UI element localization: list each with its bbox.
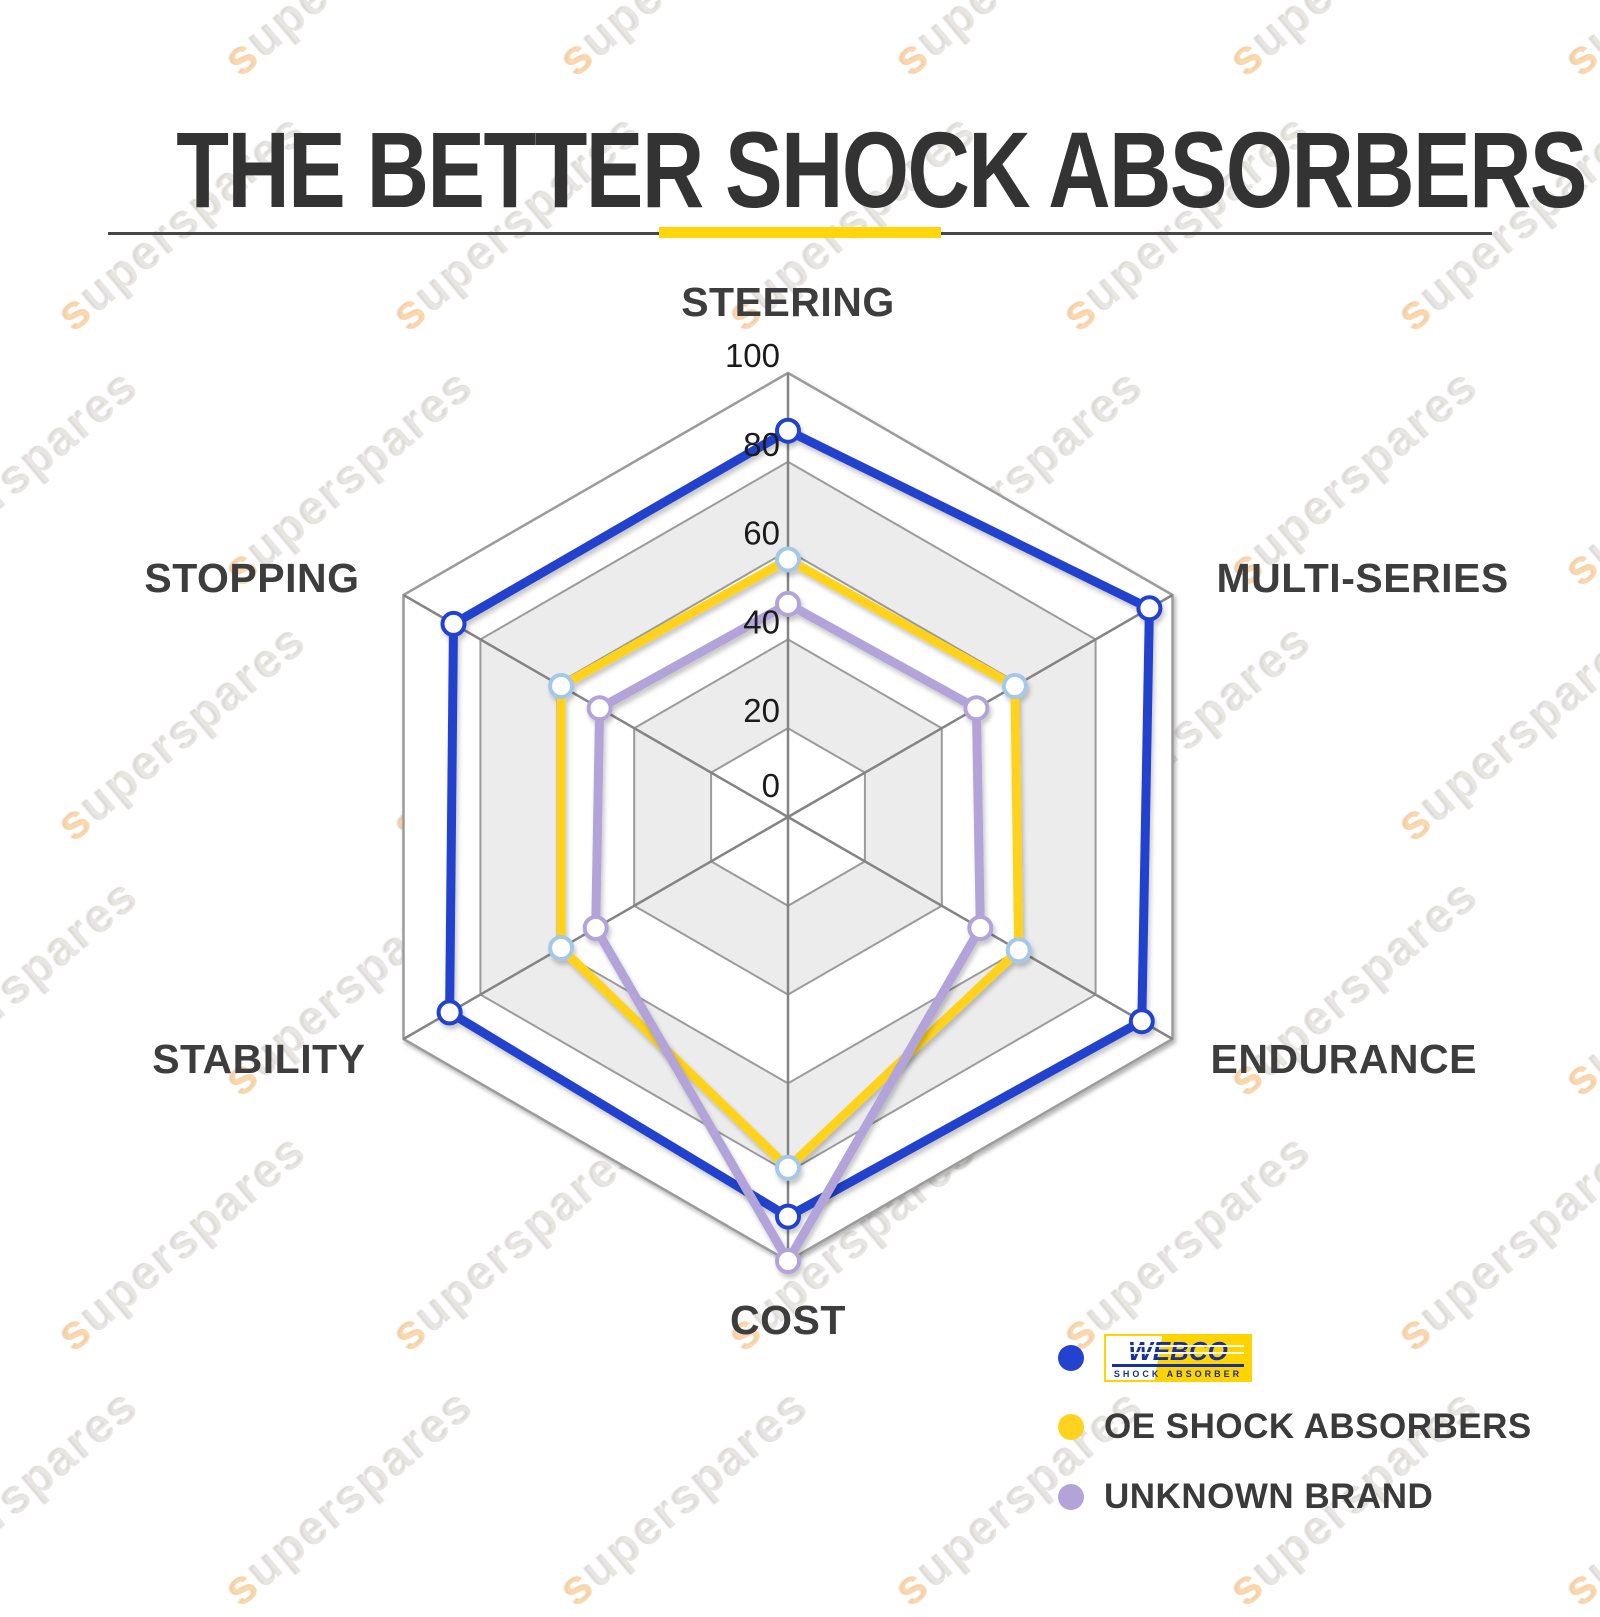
legend-item-webco: WEBCO SHOCK ABSORBER (1058, 1333, 1252, 1383)
axis-label-cost: COST (730, 1297, 846, 1343)
legend-dot-webco (1058, 1345, 1084, 1371)
legend-dot-unknown (1058, 1484, 1084, 1510)
series-unknown-brand-marker-endurance (967, 915, 994, 941)
legend-item-unknown: UNKNOWN BRAND (1058, 1472, 1433, 1522)
series-webco-marker-multi-series (1136, 595, 1163, 622)
axis-label-stopping: STOPPING (144, 555, 359, 601)
series-unknown-brand-marker-stability (582, 915, 609, 941)
tick-label-80: 80 (743, 426, 780, 463)
series-oe-shock-absorbers-marker-endurance (1005, 937, 1032, 964)
legend-dot-oe (1058, 1414, 1084, 1440)
series-oe-shock-absorbers-marker-multi-series (1001, 673, 1028, 699)
series-unknown-brand-marker-multi-series (963, 695, 990, 722)
series-oe-shock-absorbers (548, 546, 1032, 1181)
legend-label-unknown: UNKNOWN BRAND (1104, 1477, 1434, 1516)
series-oe-shock-absorbers-marker-stopping (548, 673, 575, 699)
tick-label-0: 0 (762, 767, 780, 804)
radar-tick-labels: 0 20 40 60 80 100 (725, 337, 780, 804)
series-webco-marker-stopping (440, 610, 467, 637)
radar-series (436, 417, 1163, 1274)
series-unknown-brand-marker-steering (775, 590, 801, 617)
axis-label-endurance: ENDURANCE (1211, 1036, 1477, 1082)
axis-label-stability: STABILITY (152, 1036, 365, 1082)
tick-label-20: 20 (743, 692, 780, 729)
webco-logo: WEBCO SHOCK ABSORBER (1104, 1334, 1252, 1382)
legend-label-oe: OE SHOCK ABSORBERS (1104, 1407, 1532, 1446)
tick-label-60: 60 (743, 515, 780, 552)
webco-logo-wordmark: WEBCO (1112, 1338, 1244, 1367)
tick-label-40: 40 (743, 603, 780, 640)
header: THE BETTER SHOCK ABSORBERS (0, 116, 1600, 224)
series-oe-shock-absorbers-marker-cost (775, 1154, 801, 1181)
page-title: THE BETTER SHOCK ABSORBERS (176, 109, 1587, 230)
radar-axis-labels: STEERING MULTI-SERIES ENDURANCE COST STABILI… (144, 279, 1508, 1343)
series-webco-marker-cost (775, 1203, 801, 1230)
series-unknown-brand-marker-stopping (586, 695, 613, 722)
series-webco (436, 417, 1163, 1230)
webco-logo-subtext: SHOCK ABSORBER (1113, 1368, 1243, 1379)
radar-grid (402, 371, 1174, 1263)
axis-label-multi-series: MULTI-SERIES (1217, 555, 1509, 601)
series-webco-marker-steering (775, 417, 801, 444)
axis-label-steering: STEERING (681, 279, 895, 325)
series-webco-marker-stability (436, 999, 463, 1026)
series-oe-shock-absorbers-marker-steering (775, 546, 801, 573)
title-divider-accent (659, 227, 941, 238)
series-oe-shock-absorbers-marker-stability (548, 935, 575, 961)
series-unknown-brand-marker-cost (775, 1248, 801, 1274)
series-webco-marker-endurance (1128, 1008, 1155, 1035)
series-unknown-brand (582, 590, 994, 1274)
legend-item-oe: OE SHOCK ABSORBERS (1058, 1402, 1532, 1452)
tick-label-100: 100 (725, 337, 780, 374)
